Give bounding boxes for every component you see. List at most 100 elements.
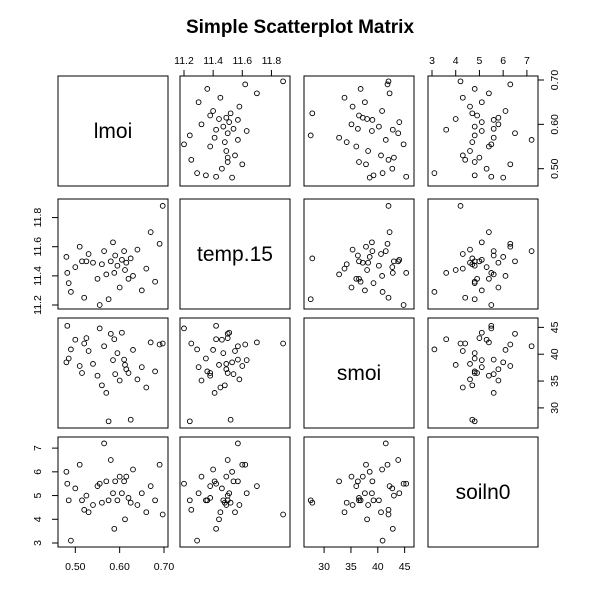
point-soiln0-vs-smoi-35 (384, 461, 391, 468)
point-soiln0-vs-smoi-25 (364, 516, 370, 523)
point-temp-15-vs-soiln0-4 (483, 264, 490, 270)
point-lmoi-vs-smoi-33 (386, 90, 393, 97)
point-smoi-vs-soiln0-14 (528, 343, 535, 350)
point-lmoi-vs-smoi-11 (353, 143, 360, 150)
point-smoi-vs-soiln0-7 (462, 340, 469, 347)
point-smoi-vs-soiln0-24 (490, 356, 497, 363)
point-lmoi-vs-temp-15-9 (232, 152, 238, 159)
point-temp-15-vs-lmoi-5 (76, 243, 83, 250)
point-soiln0-vs-lmoi-9 (85, 509, 92, 516)
point-soiln0-vs-lmoi-35 (156, 461, 163, 468)
point-lmoi-vs-soiln0-5 (507, 161, 514, 168)
point-lmoi-vs-temp-15-22 (198, 121, 205, 128)
point-temp-15-vs-lmoi-15 (103, 271, 110, 278)
point-smoi-vs-temp-15-27 (207, 370, 214, 376)
point-temp-15-vs-soiln0-17 (512, 258, 518, 265)
point-smoi-vs-lmoi-20 (112, 371, 119, 377)
point-soiln0-vs-smoi-21 (376, 497, 382, 504)
point-lmoi-vs-soiln0-35 (507, 81, 514, 88)
point-temp-15-vs-soiln0-34 (471, 278, 478, 285)
point-soiln0-vs-smoi-3 (379, 537, 386, 544)
x-tick-label-smoi: 30 (318, 561, 330, 573)
point-soiln0-vs-lmoi-5 (76, 461, 83, 468)
point-smoi-vs-lmoi-24 (121, 356, 127, 363)
x-tick-label-smoi: 45 (399, 561, 411, 573)
point-soiln0-vs-smoi-10 (365, 502, 371, 508)
point-lmoi-vs-temp-15-17 (224, 130, 231, 137)
point-temp-15-vs-soiln0-35 (507, 240, 514, 247)
point-soiln0-vs-temp-15-35 (242, 461, 249, 468)
x-tick-label-smoi: 35 (345, 561, 357, 573)
point-smoi-vs-temp-15-9 (232, 348, 238, 354)
point-temp-15-vs-soiln0-29 (502, 273, 509, 279)
diagonal-label-temp-15: temp.15 (197, 243, 273, 266)
point-smoi-vs-temp-15-33 (254, 339, 260, 346)
point-soiln0-vs-temp-15-5 (239, 461, 246, 468)
point-lmoi-vs-temp-15-10 (223, 148, 230, 154)
y-tick-label-soiln0: 4 (32, 516, 44, 522)
point-temp-15-vs-smoi-22 (348, 284, 355, 291)
point-temp-15-vs-soiln0-0 (500, 254, 507, 260)
point-soiln0-vs-temp-15-15 (211, 478, 218, 485)
point-lmoi-vs-soiln0-36 (457, 78, 464, 85)
point-smoi-vs-lmoi-27 (125, 370, 132, 376)
point-soiln0-vs-lmoi-32 (143, 509, 150, 516)
point-soiln0-vs-lmoi-28 (127, 499, 134, 506)
point-lmoi-vs-soiln0-12 (488, 141, 495, 148)
point-soiln0-vs-temp-15-34 (204, 497, 211, 504)
point-temp-15-vs-lmoi-7 (81, 294, 88, 301)
point-soiln0-vs-temp-15-26 (223, 473, 230, 480)
point-temp-15-vs-soiln0-26 (495, 259, 502, 266)
point-temp-15-vs-lmoi-22 (116, 284, 123, 291)
point-temp-15-vs-smoi-3 (379, 289, 386, 295)
point-lmoi-vs-soiln0-10 (467, 148, 473, 154)
point-temp-15-vs-smoi-4 (389, 264, 396, 270)
point-lmoi-vs-smoi-32 (341, 94, 348, 101)
point-smoi-vs-lmoi-12 (96, 325, 103, 332)
point-lmoi-vs-temp-15-3 (194, 170, 200, 176)
point-temp-15-vs-smoi-12 (400, 302, 407, 308)
point-smoi-vs-lmoi-21 (114, 350, 121, 356)
point-lmoi-vs-smoi-18 (369, 128, 375, 134)
point-temp-15-vs-smoi-32 (341, 265, 348, 272)
point-smoi-vs-soiln0-32 (459, 384, 466, 391)
point-smoi-vs-temp-15-32 (217, 384, 224, 391)
point-temp-15-vs-soiln0-28 (469, 255, 476, 262)
point-temp-15-vs-smoi-16 (307, 296, 314, 303)
point-lmoi-vs-smoi-30 (349, 103, 356, 110)
point-lmoi-vs-smoi-17 (395, 130, 402, 137)
point-soiln0-vs-smoi-8 (391, 492, 397, 499)
point-temp-15-vs-smoi-27 (356, 275, 362, 282)
point-temp-15-vs-soiln0-32 (459, 265, 466, 272)
point-smoi-vs-soiln0-20 (490, 371, 497, 377)
point-temp-15-vs-lmoi-23 (119, 256, 125, 263)
point-smoi-vs-temp-15-6 (224, 370, 231, 376)
point-temp-15-vs-smoi-19 (389, 270, 396, 276)
point-soiln0-vs-lmoi-2 (65, 497, 72, 504)
point-lmoi-vs-soiln0-34 (471, 86, 478, 92)
point-lmoi-vs-smoi-5 (363, 161, 369, 168)
point-lmoi-vs-smoi-3 (379, 170, 386, 176)
point-temp-15-vs-smoi-29 (379, 273, 385, 279)
point-lmoi-vs-temp-15-5 (239, 161, 246, 168)
point-smoi-vs-soiln0-25 (452, 362, 459, 368)
point-temp-15-vs-lmoi-11 (94, 275, 101, 282)
point-lmoi-vs-smoi-31 (362, 99, 368, 106)
point-soiln0-vs-smoi-36 (385, 511, 392, 518)
point-smoi-vs-soiln0-33 (486, 339, 492, 346)
point-smoi-vs-lmoi-36 (159, 340, 166, 347)
point-temp-15-vs-lmoi-24 (121, 248, 127, 254)
point-lmoi-vs-soiln0-17 (512, 130, 518, 137)
point-smoi-vs-lmoi-35 (156, 341, 163, 348)
point-lmoi-vs-smoi-10 (365, 148, 371, 154)
point-lmoi-vs-temp-15-35 (242, 81, 249, 88)
point-soiln0-vs-lmoi-31 (138, 490, 145, 497)
point-lmoi-vs-soiln0-2 (471, 172, 478, 179)
point-temp-15-vs-lmoi-2 (65, 280, 72, 286)
point-temp-15-vs-soiln0-5 (507, 243, 514, 250)
point-lmoi-vs-temp-15-23 (226, 119, 233, 125)
point-soiln0-vs-smoi-29 (379, 466, 385, 473)
point-lmoi-vs-soiln0-21 (471, 123, 478, 130)
